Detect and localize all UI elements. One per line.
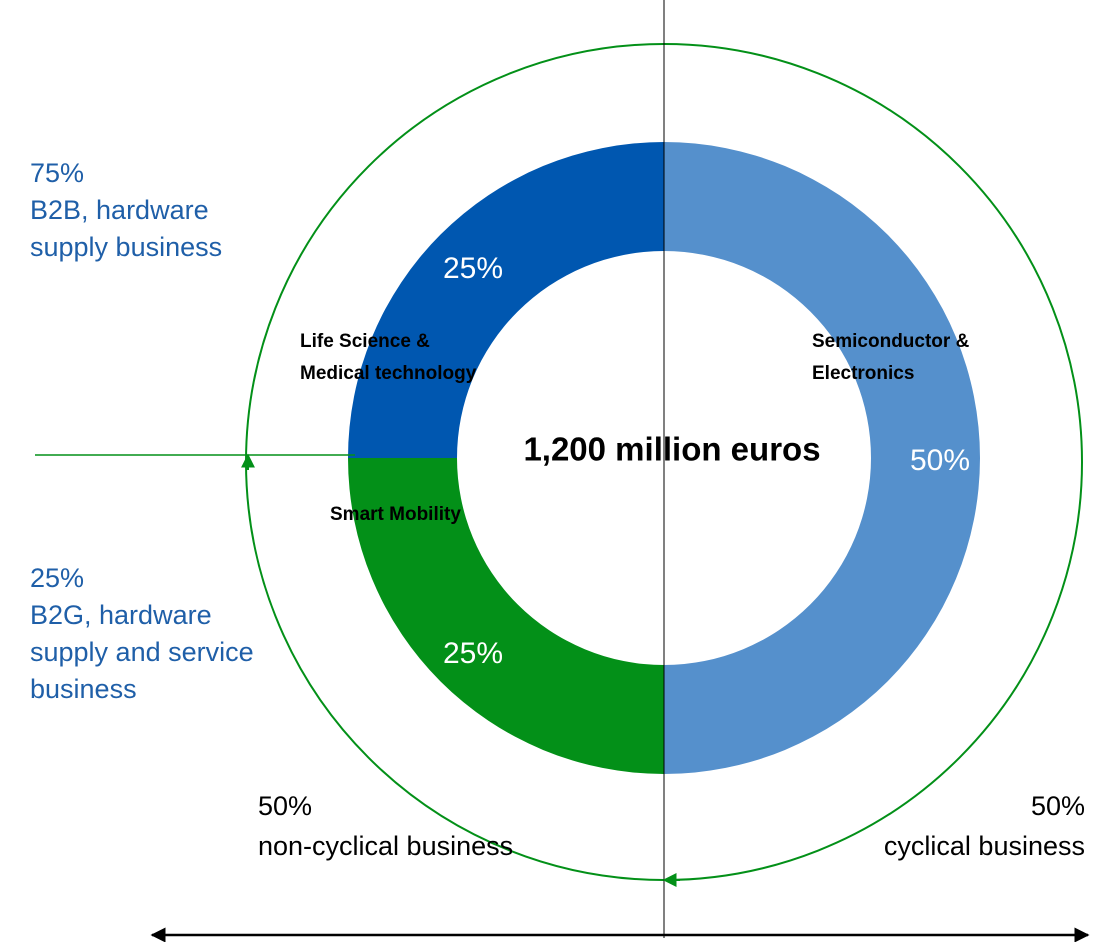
- value-label: 50%: [910, 444, 970, 477]
- donut-segment: [348, 142, 664, 458]
- annotation: non-cyclical business: [258, 831, 513, 861]
- donut: [348, 142, 980, 774]
- value-label: 25%: [443, 252, 503, 285]
- annotation: 50%: [1031, 791, 1085, 821]
- segment-label: Life Science &: [300, 331, 430, 352]
- annotation: supply business: [30, 232, 222, 262]
- annotation: 25%: [30, 563, 84, 593]
- value-label: 25%: [443, 637, 503, 670]
- segment-label: Electronics: [812, 363, 914, 384]
- center-title: 1,200 million euros: [523, 431, 820, 468]
- annotation: cyclical business: [884, 831, 1085, 861]
- donut-segment: [664, 142, 980, 774]
- annotation: B2B, hardware: [30, 195, 209, 225]
- segment-label: Smart Mobility: [330, 504, 461, 525]
- segment-label: Medical technology: [300, 363, 477, 384]
- annotation: B2G, hardware: [30, 600, 212, 630]
- segment-label: Semiconductor &: [812, 331, 970, 352]
- annotation: supply and service: [30, 637, 254, 667]
- annotation: 50%: [258, 791, 312, 821]
- annotation: 75%: [30, 158, 84, 188]
- labels: 50% 25% 25% Semiconductor & Electronics Smart…: [30, 158, 1085, 861]
- annotation: business: [30, 674, 137, 704]
- donut-segment: [348, 458, 664, 774]
